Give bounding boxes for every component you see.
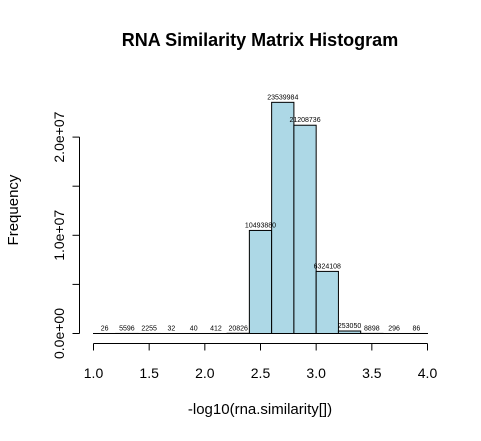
histogram-bar	[293, 124, 317, 334]
y-tick-label: 1.0e+07	[51, 210, 67, 261]
count-labels-group: 26 5596 2255 32 40 412 20826 10493880 23539984 21…	[101, 94, 421, 332]
x-tick-label: 4.0	[418, 365, 438, 381]
bar-count-label: 2255	[141, 325, 157, 332]
bar-count-label: 6324108	[314, 263, 341, 270]
x-axis: 1.0 1.5 2.0 2.5 3.0 3.5 4.0	[84, 343, 438, 381]
bar-count-label: 5596	[119, 325, 135, 332]
x-tick-label: 2.0	[195, 365, 215, 381]
bar-count-label: 86	[412, 325, 420, 332]
bar-count-label: 26	[101, 325, 109, 332]
y-axis: 0.0e+00 1.0e+07 2.0e+07	[51, 111, 80, 359]
bar-count-label: 20826	[228, 325, 248, 332]
x-tick-label: 3.0	[306, 365, 326, 381]
bar-count-label: 412	[210, 325, 222, 332]
x-tick-label: 1.5	[139, 365, 159, 381]
bar-count-label: 21208736	[289, 117, 320, 124]
bar-count-label: 40	[190, 325, 198, 332]
x-axis-title: -log10(rna.similarity[])	[188, 401, 332, 418]
histogram-bar	[271, 101, 295, 334]
bar-count-label: 23539984	[267, 94, 298, 101]
bar-count-label: 253050	[338, 323, 361, 330]
y-tick-label: 2.0e+07	[51, 111, 67, 162]
x-tick-label: 3.5	[362, 365, 382, 381]
x-tick-label: 1.0	[84, 365, 104, 381]
bar-count-label: 32	[168, 325, 176, 332]
bar-count-label: 8898	[364, 325, 380, 332]
histogram-bar	[315, 270, 339, 334]
x-tick-label: 2.5	[251, 365, 271, 381]
y-axis-title: Frequency	[5, 174, 22, 245]
bar-count-label: 296	[388, 325, 400, 332]
bar-count-label: 10493880	[245, 222, 276, 229]
histogram-bar	[337, 330, 362, 334]
chart-title: RNA Similarity Matrix Histogram	[122, 30, 398, 50]
bars-group	[93, 101, 429, 335]
histogram-bar	[248, 229, 273, 335]
y-tick-label: 0.0e+00	[51, 308, 67, 359]
